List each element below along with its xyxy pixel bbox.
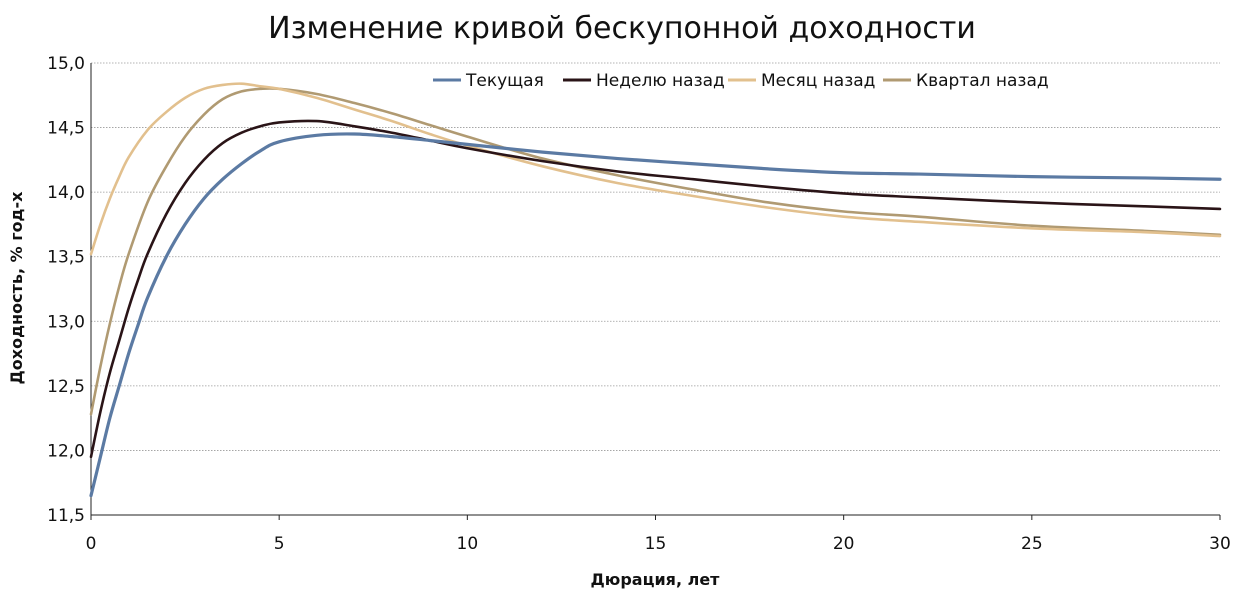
x-tick-label: 20: [833, 534, 855, 554]
x-tick-label: 10: [457, 534, 479, 554]
x-axis-label: Дюрация, лет: [591, 570, 721, 589]
grid-lines: [91, 62, 1220, 451]
y-tick-label: 13,5: [47, 248, 85, 268]
x-tick-label: 15: [645, 534, 667, 554]
series-line-4: [89, 87, 1222, 416]
y-tick-label: 13,0: [47, 312, 85, 332]
legend: Текущая Неделю назад Месяц назад Квартал на…: [433, 71, 1049, 91]
y-tick-label: 12,0: [47, 441, 85, 461]
y-tick-label: 11,5: [47, 506, 85, 526]
legend-label: Текущая: [465, 71, 544, 91]
legend-label: Квартал назад: [916, 71, 1049, 91]
y-tick-label: 14,5: [47, 119, 85, 139]
series-lines: [89, 82, 1222, 498]
x-tick-label: 5: [274, 534, 285, 554]
y-tick-label: 14,0: [47, 183, 85, 203]
legend-label: Месяц назад: [761, 71, 875, 91]
x-tick-label: 0: [86, 534, 97, 554]
y-tick-label: 12,5: [47, 377, 85, 397]
series-line-1: [89, 132, 1222, 498]
x-tick-labels: 0 5 10 15 20 25 30: [86, 534, 1231, 554]
x-tick-label: 25: [1021, 534, 1043, 554]
chart-title: Изменение кривой бескупонной доходности: [268, 11, 976, 46]
series-line-3: [89, 82, 1222, 256]
axes: [90, 63, 1221, 520]
y-tick-labels: 11,5 12,0 12,5 13,0 13,5 14,0 14,5 15,0: [47, 54, 85, 526]
y-tick-label: 15,0: [47, 54, 85, 74]
legend-label: Неделю назад: [596, 71, 725, 91]
y-axis-label: Доходность, % год-х: [7, 191, 26, 385]
x-tick-label: 30: [1209, 534, 1231, 554]
series-line-2: [89, 119, 1222, 459]
